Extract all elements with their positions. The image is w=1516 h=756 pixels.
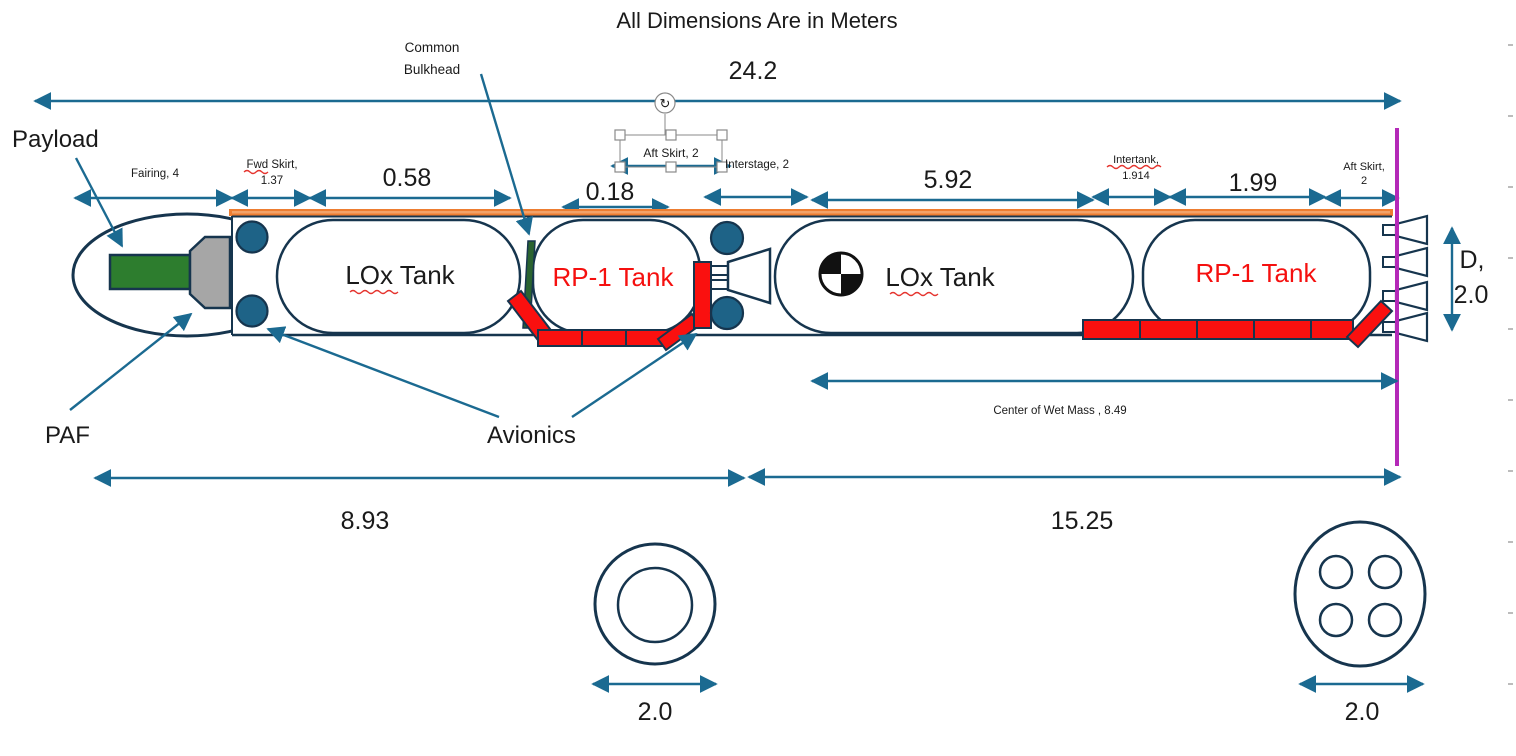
dim-fwd-skirt-label2[interactable]: 1.37: [261, 175, 283, 187]
paf-label[interactable]: PAF: [45, 422, 90, 449]
payload-leader-arrow: [74, 157, 124, 248]
dim-aft-skirt-label1[interactable]: Aft Skirt,: [1343, 161, 1385, 173]
avionics-leader-arrow-right: [571, 332, 698, 418]
avionics-unit-fwd-lower[interactable]: [235, 294, 269, 328]
selected-textbox-aft-skirt[interactable]: ↻ Aft Skirt, 2: [610, 92, 732, 175]
stage2-rp1-tank-label[interactable]: RP-1 Tank: [553, 262, 675, 292]
dim-stage2-rp1-label[interactable]: 0.18: [586, 178, 635, 206]
dim-fwd-skirt-label1[interactable]: Fwd Skirt,: [246, 159, 297, 171]
dim-stage1-length-label[interactable]: 15.25: [1051, 507, 1114, 535]
engine-nozzle-bell: [1394, 311, 1429, 343]
rotate-arrow-icon: ↻: [660, 96, 671, 111]
dim-aft-skirt-label2[interactable]: 2: [1361, 175, 1367, 187]
stage2-lox-tank[interactable]: [275, 218, 522, 335]
dim-stage2-length-label[interactable]: 8.93: [341, 507, 390, 535]
dim-overall-label[interactable]: 24.2: [729, 57, 778, 85]
dim-intertank-label1[interactable]: Intertank,: [1113, 154, 1159, 166]
engine-circle: [1367, 554, 1403, 590]
engine-circle: [1367, 602, 1403, 638]
dim-diameter-label2[interactable]: 2.0: [1454, 281, 1489, 309]
diagram-title[interactable]: All Dimensions Are in Meters: [616, 8, 897, 33]
dim-interstage-label[interactable]: Interstage, 2: [725, 159, 789, 171]
ruler-tick-marks: [1508, 44, 1513, 685]
avionics-unit-fwd-upper[interactable]: [235, 220, 269, 254]
common-bulkhead-label2[interactable]: Bulkhead: [404, 62, 460, 77]
common-bulkhead-leader-arrow: [479, 73, 533, 236]
payload-box[interactable]: [108, 253, 192, 291]
spellcheck-squiggle: [243, 169, 269, 175]
engine-nozzle-bell: [1394, 280, 1429, 312]
rotate-handle-icon[interactable]: [654, 92, 676, 114]
selection-handles[interactable]: [614, 129, 728, 173]
dim-cross-right-label[interactable]: 2.0: [1345, 698, 1380, 726]
spellcheck-squiggle: [889, 291, 939, 297]
spellcheck-squiggle: [349, 289, 399, 295]
dim-stage2-lox-label[interactable]: 0.58: [383, 164, 432, 192]
dim-cross-left-label[interactable]: 2.0: [638, 698, 673, 726]
common-bulkhead-label1[interactable]: Common: [405, 40, 460, 55]
payload-label[interactable]: Payload: [12, 126, 99, 153]
center-of-mass-icon[interactable]: [818, 251, 864, 297]
aft-skirt-textbox-label[interactable]: Aft Skirt, 2: [643, 146, 699, 160]
dim-stage1-lox-label[interactable]: 5.92: [924, 166, 973, 194]
stage2-engine[interactable]: [710, 247, 772, 305]
stage2-red-raceway[interactable]: [506, 261, 712, 352]
stage1-red-raceway[interactable]: [1082, 299, 1394, 349]
engine-circle: [1318, 554, 1354, 590]
dim-intertank-label2[interactable]: 1.914: [1122, 170, 1150, 182]
avionics-unit-interstage-lower[interactable]: [709, 295, 745, 331]
stage1-cross-section[interactable]: [1293, 520, 1427, 668]
dim-stage1-rp1-label[interactable]: 1.99: [1229, 169, 1278, 197]
stage1-engine-cluster[interactable]: [1382, 214, 1429, 343]
dim-fairing-label[interactable]: Fairing, 4: [131, 168, 180, 180]
engine-nozzle-bell: [1394, 246, 1429, 278]
avionics-leader-arrow-left: [266, 326, 500, 419]
segment-dimensions: Fairing, 4 Fwd Skirt, 1.37 0.58 0.18 Int…: [73, 154, 1400, 216]
dim-wet-mass-label[interactable]: Center of Wet Mass , 8.49: [993, 405, 1126, 417]
engine-circle: [1318, 602, 1354, 638]
dim-diameter-label1[interactable]: D,: [1460, 246, 1485, 274]
stage1-lox-tank-label[interactable]: LOx Tank: [885, 262, 995, 292]
avionics-label[interactable]: Avionics: [487, 422, 576, 449]
paf-adapter[interactable]: [188, 235, 232, 310]
stage1-rp1-tank-label[interactable]: RP-1 Tank: [1196, 258, 1318, 288]
avionics-unit-interstage-upper[interactable]: [709, 220, 745, 256]
rocket-body[interactable]: [71, 128, 1429, 466]
spellcheck-squiggle: [1106, 164, 1162, 170]
engine-nozzle-bell: [726, 247, 772, 305]
orange-spine-highlight: [232, 211, 1390, 214]
engine-nozzle-bell: [1394, 214, 1429, 246]
stage2-cross-section[interactable]: [593, 542, 717, 666]
paf-leader-arrow: [69, 312, 193, 411]
single-engine-circle: [616, 566, 694, 644]
stage1-lox-tank[interactable]: [773, 218, 1135, 335]
stage2-lox-tank-label[interactable]: LOx Tank: [345, 260, 455, 290]
